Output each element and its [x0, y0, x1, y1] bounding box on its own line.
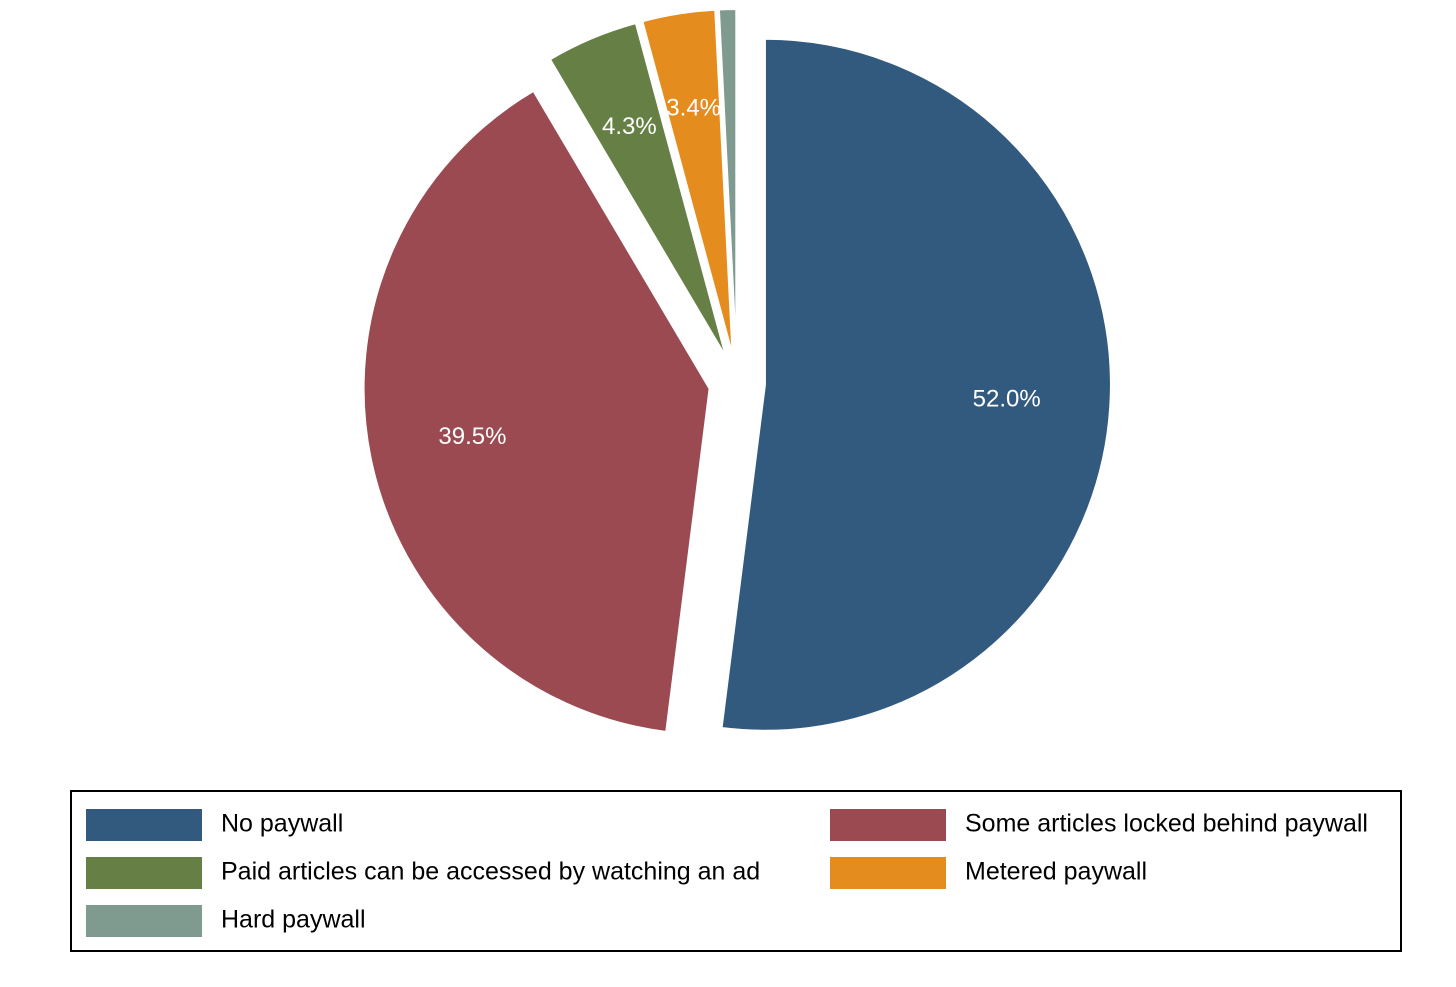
pie-slice — [641, 8, 734, 356]
legend-label: No paywall — [221, 810, 343, 838]
legend-swatch — [86, 857, 202, 889]
legend-swatch — [86, 905, 202, 937]
legend-swatch — [830, 857, 946, 889]
legend-label: Hard paywall — [221, 906, 366, 934]
pie-slice — [548, 21, 728, 358]
data-label: 4.3% — [602, 113, 657, 140]
pie-slice — [720, 37, 1112, 732]
legend-swatch — [86, 809, 202, 841]
legend-label: Paid articles can be accessed by watchin… — [221, 858, 760, 886]
data-label: 39.5% — [438, 423, 506, 450]
pie-slice — [717, 8, 738, 356]
legend-box — [70, 790, 1402, 952]
legend-swatch — [830, 809, 946, 841]
pie-slice — [362, 89, 711, 734]
legend-label: Some articles locked behind paywall — [965, 810, 1368, 838]
data-label: 3.4% — [666, 95, 721, 122]
legend-label: Metered paywall — [965, 858, 1147, 886]
data-label: 52.0% — [973, 385, 1041, 412]
